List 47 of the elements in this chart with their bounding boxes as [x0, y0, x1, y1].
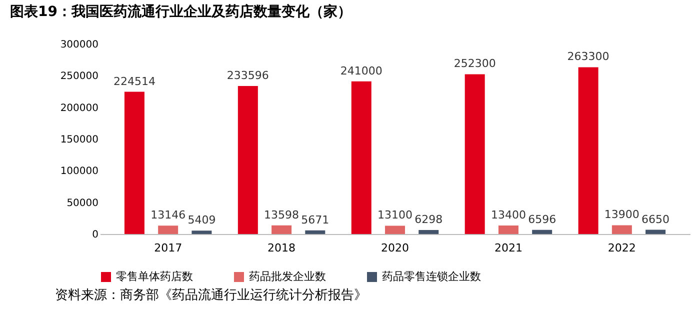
y-tick-label: 50000	[66, 198, 98, 209]
data-label: 5671	[301, 213, 330, 226]
bar	[238, 86, 258, 234]
chart-title: 图表19：我国医药流通行业企业及药店数量变化（家）	[10, 3, 352, 20]
data-label: 6298	[414, 213, 443, 226]
y-tick-label: 0	[92, 230, 98, 240]
y-tick-label: 200000	[60, 102, 98, 114]
data-label: 13598	[264, 208, 300, 222]
y-tick-label: 150000	[60, 134, 98, 146]
legend-label: 零售单体药店数	[116, 270, 193, 283]
bar	[464, 74, 485, 234]
data-label: 13900	[604, 208, 640, 222]
bar	[532, 230, 552, 234]
data-label: 252300	[454, 57, 496, 70]
bar	[192, 230, 212, 234]
x-tick-label: 2020	[381, 242, 409, 254]
y-tick-label: 250000	[60, 71, 98, 82]
x-tick-label: 2022	[608, 242, 636, 254]
bar	[646, 230, 666, 234]
y-tick-label: 300000	[60, 40, 98, 50]
bar	[351, 81, 372, 234]
data-label: 6650	[642, 212, 670, 226]
y-tick-label: 100000	[60, 166, 98, 178]
data-label: 13100	[378, 208, 412, 222]
data-label: 263300	[567, 50, 610, 64]
legend-label: 药品批发企业数	[249, 270, 326, 283]
x-tick-label: 2021	[494, 242, 522, 254]
bar	[385, 226, 405, 234]
x-tick-label: 2017	[154, 242, 182, 254]
x-tick-label: 2018	[268, 242, 296, 254]
data-label: 224514	[113, 74, 156, 88]
bar	[612, 225, 632, 234]
legend-label: 药品零售连锁企业数	[382, 270, 481, 283]
bar	[418, 230, 439, 234]
data-label: 13400	[490, 208, 526, 222]
bar	[498, 226, 518, 234]
data-label: 5409	[188, 214, 216, 227]
bar	[305, 230, 326, 234]
bar	[158, 226, 178, 234]
bar	[124, 92, 144, 234]
data-label: 241000	[340, 64, 382, 78]
bar	[578, 67, 598, 234]
text: 资料来源：商务部《药品流通行业运行统计分析报告》	[55, 287, 367, 303]
data-label: 6596	[528, 212, 556, 226]
bar	[272, 225, 292, 234]
data-label: 233596	[226, 69, 269, 82]
data-label: 13146	[150, 208, 186, 222]
